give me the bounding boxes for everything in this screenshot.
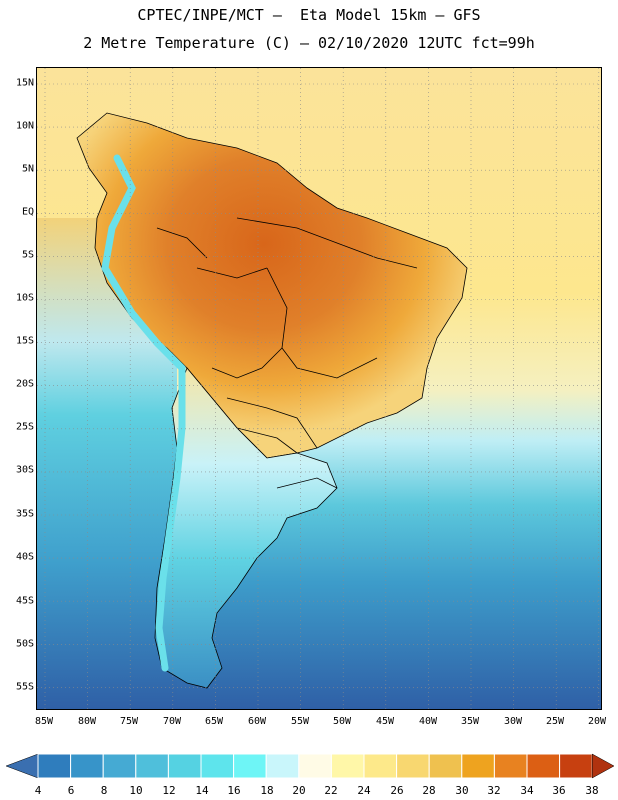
lon-label: 65W — [204, 716, 224, 727]
legend-swatch — [135, 753, 169, 779]
legend-swatch — [298, 753, 332, 779]
legend-arrow-high — [591, 753, 615, 779]
temperature-map — [36, 67, 602, 710]
lat-label: 55S — [15, 681, 34, 693]
color-legend — [5, 753, 615, 779]
lon-label: 80W — [77, 716, 97, 727]
legend-label: 10 — [129, 784, 143, 797]
lat-label: EQ — [21, 206, 34, 218]
legend-swatch — [102, 753, 137, 779]
lon-label: 30W — [503, 716, 523, 727]
lat-label: 15S — [15, 335, 34, 347]
legend-label: 16 — [227, 784, 241, 797]
legend-label: 36 — [552, 784, 566, 797]
lon-label: 75W — [119, 716, 139, 727]
lat-label: 10S — [15, 292, 34, 304]
legend-label: 34 — [520, 784, 534, 797]
lon-label: 60W — [247, 716, 267, 727]
legend-swatch — [233, 753, 267, 779]
legend-label: 38 — [585, 784, 599, 797]
legend-swatch — [200, 753, 235, 779]
legend-swatch — [265, 753, 300, 779]
legend-swatch — [167, 753, 202, 779]
legend-label: 30 — [455, 784, 469, 797]
lat-label: 10N — [15, 120, 34, 132]
map-title-line2: 2 Metre Temperature (C) – 02/10/2020 12U… — [83, 34, 535, 52]
map-canvas — [37, 68, 601, 709]
legend-label: 28 — [422, 784, 436, 797]
lon-label: 35W — [460, 716, 480, 727]
legend-swatch — [70, 753, 104, 779]
legend-label: 26 — [390, 784, 404, 797]
legend-swatch — [559, 753, 593, 779]
andes-mountains — [101, 154, 186, 672]
legend-label: 8 — [100, 784, 108, 797]
legend-label: 12 — [162, 784, 176, 797]
legend-swatch — [330, 753, 365, 779]
legend-swatch — [526, 753, 561, 779]
lon-label: 40W — [418, 716, 438, 727]
legend-swatch — [461, 753, 495, 779]
lon-label: 25W — [545, 716, 565, 727]
legend-label: 4 — [34, 784, 42, 797]
legend-label: 22 — [324, 784, 338, 797]
legend-swatch — [363, 753, 398, 779]
lon-label: 85W — [34, 716, 54, 727]
lat-label: 20S — [15, 378, 34, 390]
lat-label: 15N — [15, 77, 34, 89]
lat-label: 50S — [15, 638, 34, 650]
legend-label: 20 — [292, 784, 306, 797]
south-america-north — [76, 112, 468, 459]
map-title-line1: CPTEC/INPE/MCT – Eta Model 15km – GFS — [137, 6, 481, 24]
lat-label: 45S — [15, 595, 34, 607]
legend-label: 32 — [487, 784, 501, 797]
legend-swatch — [396, 753, 430, 779]
legend-label: 14 — [195, 784, 209, 797]
legend-label: 24 — [357, 784, 371, 797]
lat-label: 40S — [15, 551, 34, 563]
legend-swatch — [493, 753, 528, 779]
lon-label: 55W — [290, 716, 310, 727]
lat-label: 25S — [15, 421, 34, 433]
lat-label: 30S — [15, 464, 34, 476]
lon-label: 20W — [587, 716, 607, 727]
legend-swatch — [428, 753, 463, 779]
legend-label: 18 — [260, 784, 274, 797]
lat-label: 5N — [21, 163, 34, 175]
legend-label: 6 — [67, 784, 75, 797]
lon-label: 50W — [332, 716, 352, 727]
lat-label: 35S — [15, 508, 34, 520]
lon-label: 70W — [162, 716, 182, 727]
lon-label: 45W — [375, 716, 395, 727]
lat-label: 5S — [21, 249, 34, 261]
country-borders — [156, 217, 418, 489]
legend-swatch — [37, 753, 72, 779]
legend-arrow-low — [5, 753, 39, 779]
